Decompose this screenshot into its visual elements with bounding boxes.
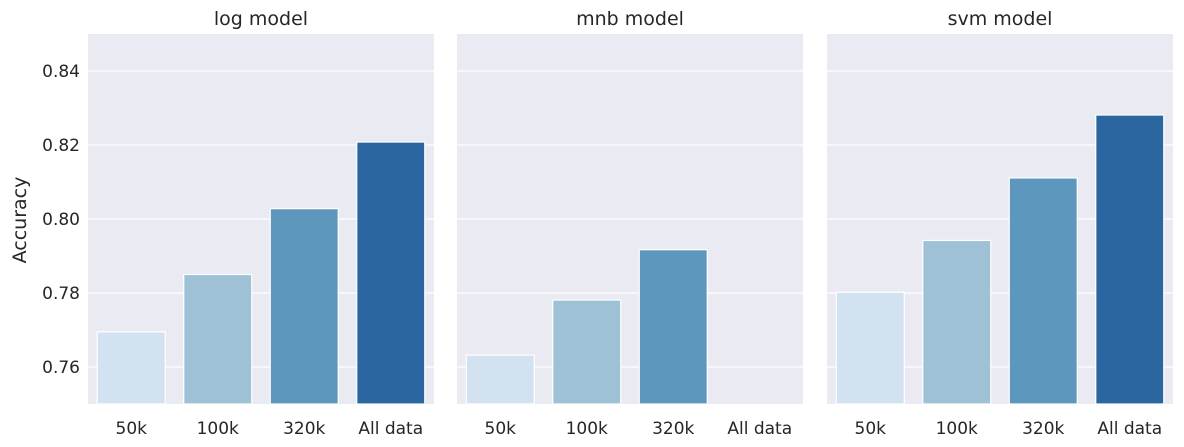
bar-2-3	[638, 249, 708, 405]
y-tick-label: 0.82	[42, 136, 80, 156]
y-tick-label: 0.84	[42, 62, 80, 82]
bar-2-2	[552, 299, 622, 405]
x-tick-label: 100k	[197, 419, 239, 439]
x-tick-label: 50k	[855, 419, 887, 439]
panel-title-1: log model	[214, 8, 308, 30]
y-tick-label: 0.76	[42, 358, 80, 378]
bar-1-4	[356, 141, 426, 405]
x-tick-label: 100k	[566, 419, 608, 439]
bar-2-1	[465, 354, 535, 405]
bar-1-2	[183, 273, 253, 405]
bar-3-4	[1095, 114, 1165, 405]
bar-3-1	[835, 291, 905, 405]
x-tick-label: All data	[727, 419, 792, 439]
x-tick-label: 50k	[485, 419, 517, 439]
panel-title-3: svm model	[948, 8, 1053, 30]
x-tick-label: 320k	[652, 419, 694, 439]
y-axis-label: Accuracy	[9, 177, 31, 264]
bar-3-2	[922, 239, 992, 405]
bar-3-3	[1008, 177, 1078, 405]
y-tick-label: 0.78	[42, 284, 80, 304]
panel-title-2: mnb model	[576, 8, 684, 30]
x-tick-label: 320k	[1022, 419, 1064, 439]
x-tick-label: 320k	[283, 419, 325, 439]
x-tick-label: All data	[1097, 419, 1162, 439]
x-tick-label: 100k	[936, 419, 978, 439]
y-tick-label: 0.80	[42, 210, 80, 230]
bar-1-1	[96, 331, 166, 405]
bar-1-3	[269, 208, 339, 405]
x-tick-label: All data	[358, 419, 423, 439]
x-tick-label: 50k	[116, 419, 148, 439]
